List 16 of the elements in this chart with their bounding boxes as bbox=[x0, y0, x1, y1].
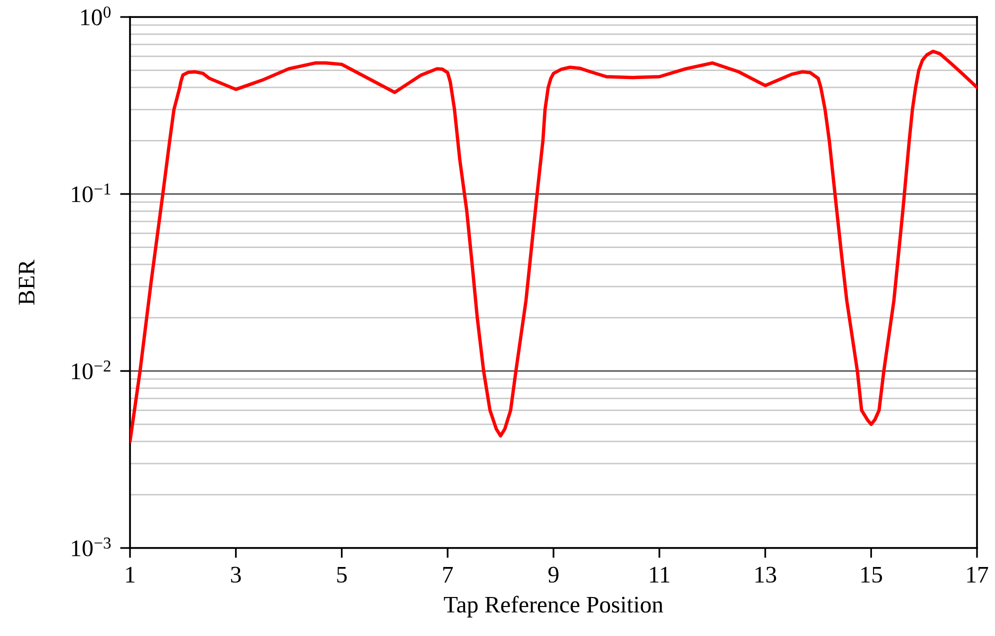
x-tick-label: 9 bbox=[548, 566, 558, 583]
x-tick-label: 11 bbox=[650, 566, 670, 582]
y-tick-label: 10$^{−3}$ bbox=[72, 538, 111, 556]
y-tick-label: 10$^{−1}$ bbox=[72, 184, 110, 202]
x-tick-label: 7 bbox=[443, 566, 453, 582]
x-tick-label: 5 bbox=[337, 566, 347, 583]
x-tick-label: 3 bbox=[231, 566, 241, 583]
line-series bbox=[130, 50, 977, 444]
y-axis-title: BER bbox=[18, 260, 34, 305]
x-tick-label: 17 bbox=[967, 566, 988, 582]
y-tick-label: 10$^{−2}$ bbox=[72, 360, 110, 380]
x-axis-title: Tap Reference Position bbox=[444, 596, 664, 618]
y-tick-label: 10$^{0}$ bbox=[81, 6, 111, 26]
x-tick-label: 15 bbox=[861, 566, 882, 583]
x-tick-label: 13 bbox=[756, 566, 776, 583]
x-tick-label: 1 bbox=[126, 566, 134, 582]
